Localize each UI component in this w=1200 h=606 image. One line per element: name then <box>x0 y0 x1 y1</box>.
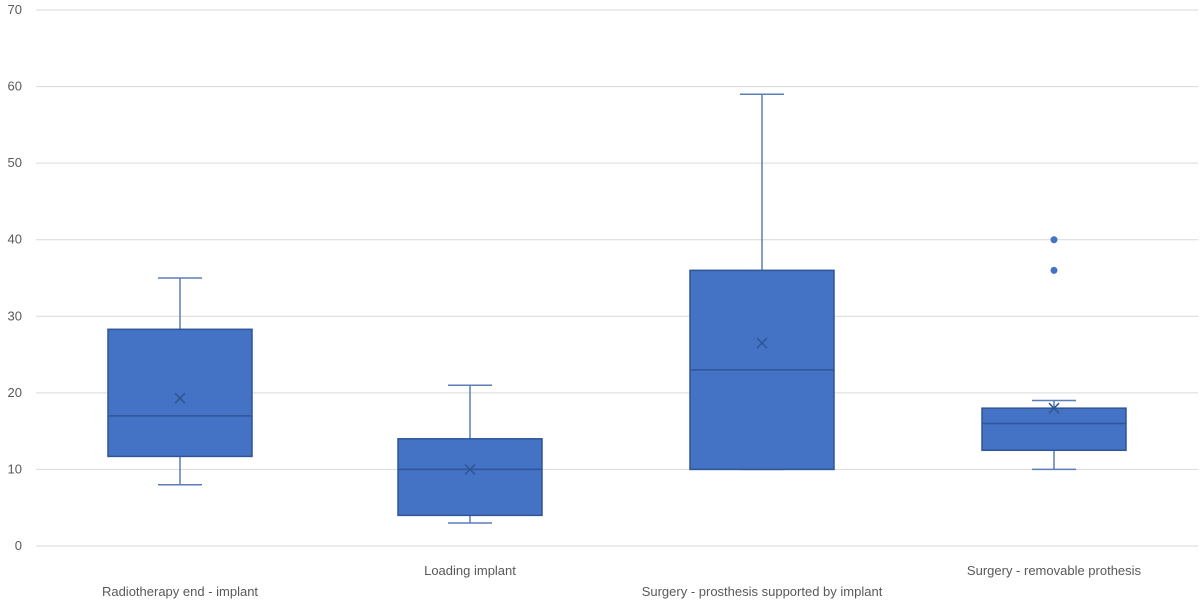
y-axis: 0 10 20 30 40 50 60 70 <box>8 2 22 553</box>
box-group <box>107 277 253 486</box>
iqr-box <box>107 328 253 458</box>
mean-marker <box>756 337 768 349</box>
box-group <box>981 236 1127 471</box>
x-category-label: Surgery - prosthesis supported by implan… <box>642 584 883 599</box>
mean-marker <box>1048 402 1060 414</box>
y-tick-label: 20 <box>8 385 22 400</box>
x-category-label: Radiotherapy end - implant <box>102 584 258 599</box>
y-tick-label: 70 <box>8 2 22 17</box>
x-category-label: Surgery - removable prothesis <box>967 563 1142 578</box>
mean-marker <box>464 463 476 475</box>
box-series <box>107 93 1127 524</box>
box-group <box>397 384 543 524</box>
y-tick-label: 50 <box>8 155 22 170</box>
iqr-box <box>981 407 1127 452</box>
y-tick-label: 40 <box>8 232 22 247</box>
y-tick-label: 60 <box>8 79 22 94</box>
mean-marker <box>174 392 186 404</box>
box-group <box>689 93 835 471</box>
x-category-label: Loading implant <box>424 563 516 578</box>
outlier-point <box>1050 236 1058 244</box>
gridlines <box>36 9 1198 547</box>
iqr-box <box>397 438 543 517</box>
y-tick-label: 10 <box>8 461 22 476</box>
x-axis: Radiotherapy end - implant Loading implan… <box>102 563 1142 599</box>
outlier-point <box>1050 266 1058 274</box>
y-tick-label: 0 <box>15 538 22 553</box>
y-tick-label: 30 <box>8 308 22 323</box>
